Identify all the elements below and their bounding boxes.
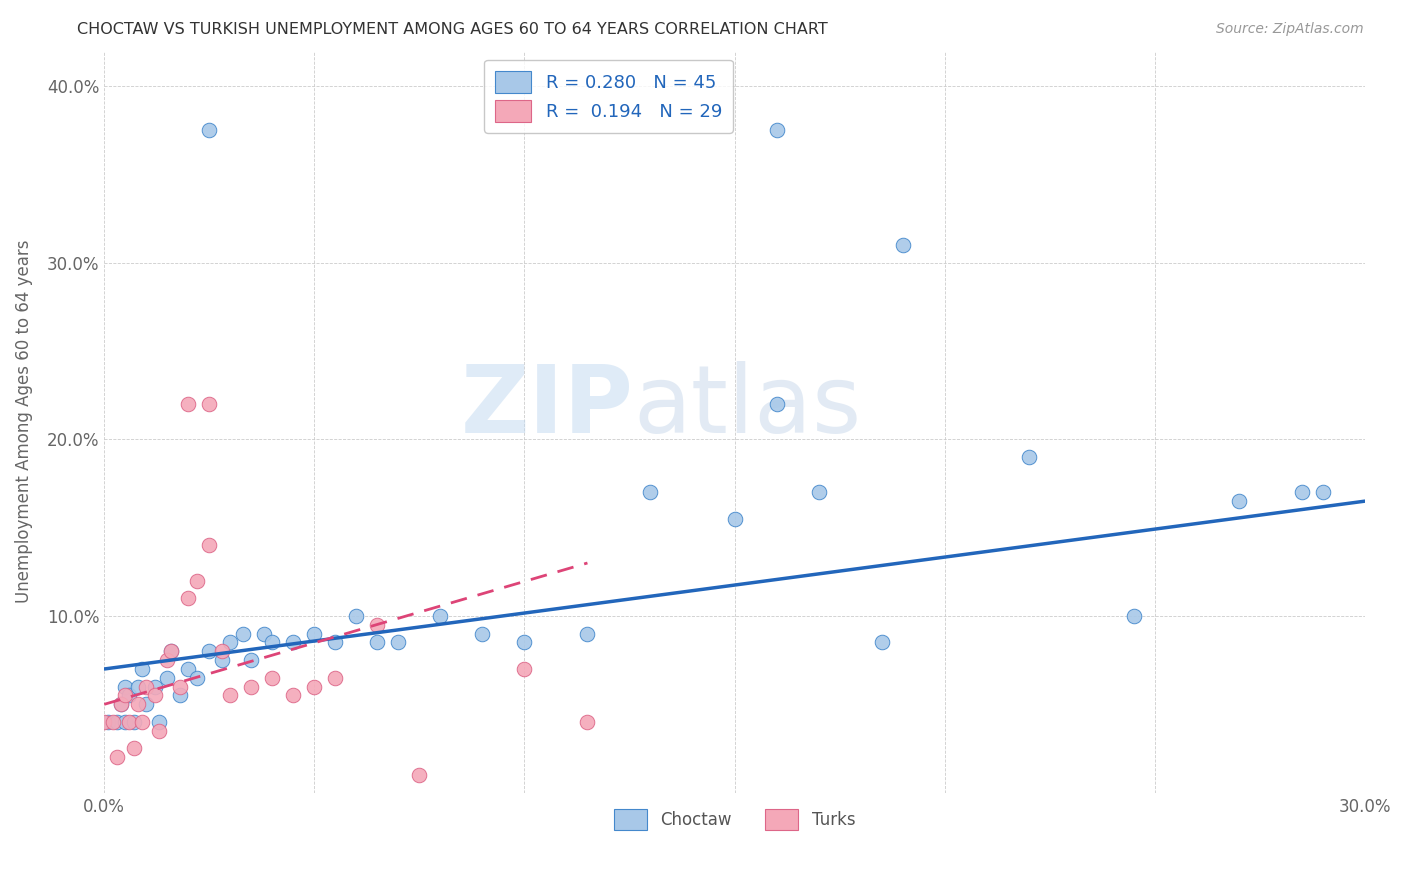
- Point: [127, 698, 149, 712]
- Point: [211, 653, 233, 667]
- Point: [1312, 485, 1334, 500]
- Point: [304, 680, 326, 694]
- Point: [169, 689, 191, 703]
- Point: [262, 635, 284, 649]
- Point: [143, 689, 166, 703]
- Point: [186, 574, 208, 588]
- Point: [198, 123, 221, 137]
- Point: [344, 609, 367, 624]
- Point: [576, 626, 599, 640]
- Point: [122, 741, 145, 756]
- Point: [131, 714, 153, 729]
- Point: [640, 485, 662, 500]
- Point: [304, 626, 326, 640]
- Point: [93, 714, 115, 729]
- Text: CHOCTAW VS TURKISH UNEMPLOYMENT AMONG AGES 60 TO 64 YEARS CORRELATION CHART: CHOCTAW VS TURKISH UNEMPLOYMENT AMONG AG…: [77, 22, 828, 37]
- Point: [891, 238, 914, 252]
- Point: [160, 644, 183, 658]
- Point: [1291, 485, 1313, 500]
- Point: [366, 617, 388, 632]
- Point: [408, 768, 430, 782]
- Point: [114, 680, 136, 694]
- Point: [232, 626, 254, 640]
- Y-axis label: Unemployment Among Ages 60 to 64 years: Unemployment Among Ages 60 to 64 years: [15, 240, 32, 603]
- Point: [118, 689, 141, 703]
- Point: [131, 662, 153, 676]
- Point: [723, 512, 745, 526]
- Point: [283, 635, 305, 649]
- Point: [765, 123, 787, 137]
- Point: [156, 653, 179, 667]
- Point: [160, 644, 183, 658]
- Point: [105, 750, 128, 764]
- Point: [177, 397, 200, 411]
- Point: [1227, 494, 1250, 508]
- Point: [148, 714, 170, 729]
- Point: [253, 626, 276, 640]
- Text: ZIP: ZIP: [461, 361, 634, 453]
- Point: [101, 714, 124, 729]
- Text: atlas: atlas: [634, 361, 862, 453]
- Point: [198, 397, 221, 411]
- Point: [110, 698, 132, 712]
- Point: [240, 680, 263, 694]
- Point: [156, 671, 179, 685]
- Point: [135, 698, 157, 712]
- Point: [513, 635, 536, 649]
- Point: [148, 723, 170, 738]
- Point: [186, 671, 208, 685]
- Point: [219, 635, 242, 649]
- Point: [198, 538, 221, 552]
- Point: [1018, 450, 1040, 464]
- Text: Source: ZipAtlas.com: Source: ZipAtlas.com: [1216, 22, 1364, 37]
- Point: [807, 485, 830, 500]
- Point: [240, 653, 263, 667]
- Point: [97, 714, 120, 729]
- Point: [211, 644, 233, 658]
- Point: [127, 680, 149, 694]
- Point: [122, 714, 145, 729]
- Legend: Choctaw, Turks: Choctaw, Turks: [607, 803, 862, 837]
- Point: [870, 635, 893, 649]
- Point: [114, 714, 136, 729]
- Point: [1122, 609, 1144, 624]
- Point: [198, 644, 221, 658]
- Point: [765, 397, 787, 411]
- Point: [114, 689, 136, 703]
- Point: [262, 671, 284, 685]
- Point: [105, 714, 128, 729]
- Point: [429, 609, 451, 624]
- Point: [325, 635, 347, 649]
- Point: [387, 635, 409, 649]
- Point: [143, 680, 166, 694]
- Point: [283, 689, 305, 703]
- Point: [110, 698, 132, 712]
- Point: [513, 662, 536, 676]
- Point: [219, 689, 242, 703]
- Point: [325, 671, 347, 685]
- Point: [177, 662, 200, 676]
- Point: [135, 680, 157, 694]
- Point: [169, 680, 191, 694]
- Point: [177, 591, 200, 606]
- Point: [118, 714, 141, 729]
- Point: [576, 714, 599, 729]
- Point: [366, 635, 388, 649]
- Point: [471, 626, 494, 640]
